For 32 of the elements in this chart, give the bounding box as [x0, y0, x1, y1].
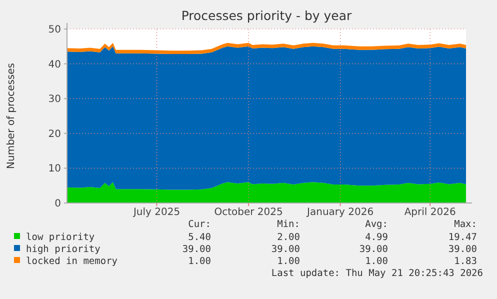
text: 39.00	[271, 244, 300, 255]
text: Last update: Thu May 21 20:25:43 2026	[271, 268, 484, 279]
legend-label: low priority	[26, 232, 95, 243]
text: Min:	[277, 219, 300, 230]
chart-title: Processes priority - by year	[181, 8, 353, 23]
text: 4.99	[365, 232, 388, 243]
x-tick-label: October 2025	[214, 207, 283, 218]
text: 39.00	[359, 244, 388, 255]
text: 2.00	[277, 232, 300, 243]
text: 39.00	[448, 244, 478, 255]
text: 5.40	[188, 232, 212, 243]
y-tick-label: 10	[48, 164, 61, 175]
text: 19.47	[448, 232, 477, 243]
y-tick-label: 0	[54, 198, 61, 210]
legend-label: locked in memory	[26, 256, 118, 267]
y-tick-label: 50	[48, 24, 61, 36]
text: 1.00	[188, 256, 212, 267]
text: Cur:	[188, 219, 211, 230]
legend-label: high priority	[26, 244, 101, 255]
text: Avg:	[365, 219, 388, 230]
y-tick-label: 20	[48, 128, 61, 140]
text: Max:	[454, 219, 477, 230]
text: 1.83	[454, 256, 477, 267]
y-tick-label: 30	[48, 94, 61, 106]
y-tick-label: 40	[48, 59, 61, 70]
text: 39.00	[182, 244, 212, 255]
x-tick-label: January 2026	[306, 207, 374, 218]
y-axis-title: Number of processes	[6, 63, 17, 169]
x-tick-label: April 2026	[404, 207, 456, 218]
x-tick-label: July 2025	[132, 207, 180, 218]
text: 1.00	[365, 256, 388, 267]
text: 1.00	[277, 256, 300, 267]
